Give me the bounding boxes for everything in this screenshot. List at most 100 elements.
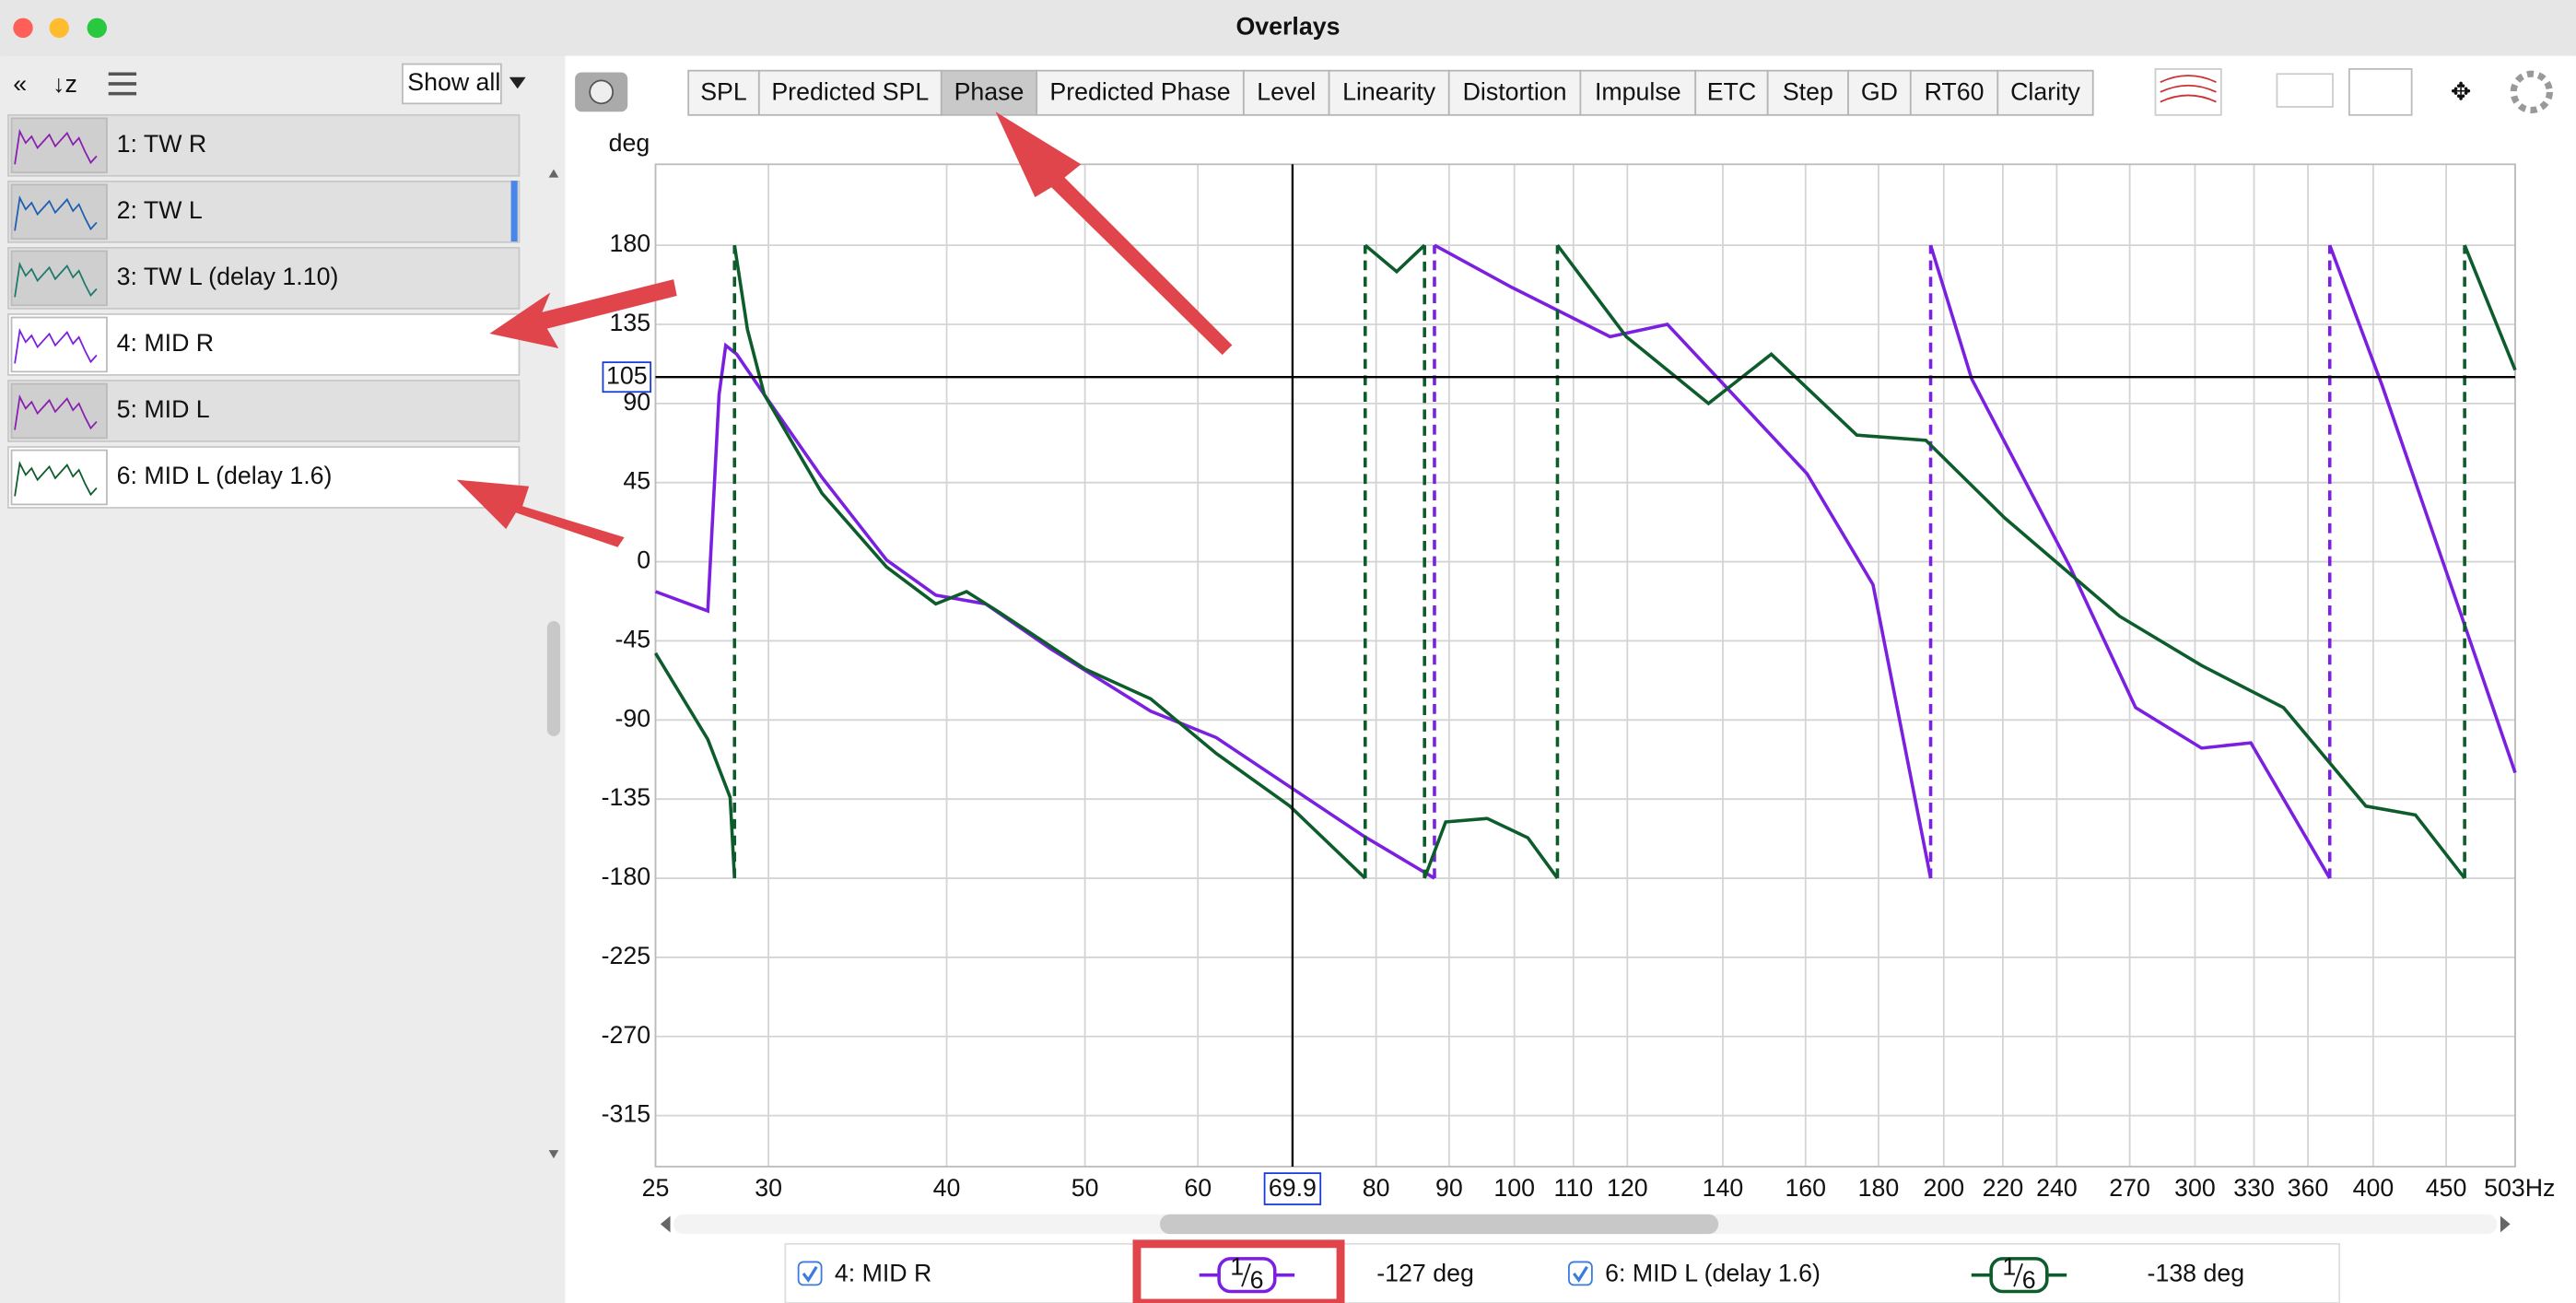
tab-label: Impulse	[1595, 78, 1681, 106]
tab-label: Level	[1257, 78, 1316, 106]
legend-label: 4: MID R	[835, 1260, 931, 1287]
legend-checkbox[interactable]	[797, 1261, 823, 1286]
cursor-y-box	[602, 361, 652, 393]
x-tick-label: 25	[642, 1174, 670, 1202]
item-label: 2: TW L	[117, 196, 203, 224]
tab[interactable]	[1996, 69, 2094, 116]
selection-marker	[510, 181, 518, 242]
zoom-icon[interactable]: ✥	[2451, 78, 2471, 106]
tab[interactable]	[757, 69, 943, 116]
layout-icon[interactable]	[2348, 67, 2413, 116]
traces-lines	[2160, 75, 2217, 103]
settings-icon[interactable]	[2510, 70, 2553, 114]
x-tick-label: 90	[1435, 1174, 1463, 1202]
tab[interactable]	[687, 69, 760, 116]
x-tick-label: 360	[2288, 1174, 2329, 1202]
x-tick-label: 50	[1071, 1174, 1099, 1202]
legend: 4: MID R 1 6 -127 deg 6: MID L (delay 1.6) 1 6…	[797, 1253, 2245, 1294]
series-line	[1556, 244, 2466, 880]
sidebar-scrollbar[interactable]	[546, 621, 561, 736]
highlight-box	[1132, 1239, 1345, 1303]
x-tick-label: 330	[2233, 1174, 2275, 1202]
x-tick-label: 110	[1553, 1174, 1593, 1202]
cursor-reading: -127 deg	[1376, 1260, 1474, 1287]
series-line	[1928, 244, 2332, 879]
arrow-sidebar-6	[456, 479, 625, 547]
x-tick-label: 450	[2426, 1174, 2467, 1202]
series-line	[732, 244, 1367, 880]
item-label: 3: TW L (delay 1.10)	[117, 263, 339, 290]
dropdown-arrow	[509, 76, 526, 89]
thumbnail-trace	[14, 194, 98, 231]
tab[interactable]	[1847, 69, 1912, 116]
item-thumbnail	[10, 449, 108, 506]
toolbar-icons: ✥	[2154, 67, 2553, 116]
checkmark	[802, 1265, 818, 1283]
tab[interactable]	[1694, 69, 1769, 116]
x-tick-label: 270	[2109, 1174, 2150, 1202]
tab-bar: SPL Predicted SPL Phase Predicted Phase Leve…	[687, 69, 2094, 116]
tab-label: Predicted SPL	[771, 78, 929, 106]
series-line	[653, 652, 737, 879]
minimize-button[interactable]	[49, 18, 69, 39]
item-label: 4: MID R	[117, 329, 214, 357]
y-tick-label: -135	[602, 783, 651, 811]
series-line	[1423, 816, 1559, 880]
series-line	[1364, 243, 1426, 275]
tab-label: Predicted Phase	[1049, 78, 1230, 106]
tab-label: SPL	[700, 78, 747, 106]
series-line	[1434, 243, 1933, 879]
y-tick-label: -45	[615, 626, 651, 653]
item-label: 1: TW R	[117, 130, 207, 158]
camera-lens	[589, 79, 615, 105]
item-thumbnail	[10, 183, 108, 241]
thumbnail-trace	[14, 261, 98, 298]
menu-icon[interactable]	[108, 72, 137, 96]
smoothing-den: 6	[2022, 1266, 2036, 1294]
smoothing-slash	[2013, 1262, 2023, 1287]
y-axis-label: deg	[609, 129, 650, 157]
y-tick-label: -90	[615, 704, 651, 732]
legend-checkbox[interactable]	[1568, 1261, 1593, 1286]
y-tick-label: 180	[610, 229, 651, 257]
cursor-y-label: 105	[606, 361, 648, 389]
y-tick-label: -180	[602, 863, 651, 890]
collapse-icon[interactable]: «	[13, 70, 27, 98]
x-tick-label: 160	[1785, 1174, 1826, 1202]
x-tick-label: 120	[1607, 1174, 1648, 1202]
tab[interactable]	[1036, 69, 1245, 116]
traces-icon[interactable]	[2154, 67, 2222, 116]
tab-label: Linearity	[1342, 78, 1436, 106]
smoothing-slash	[1241, 1262, 1251, 1287]
cursor-reading: -138 deg	[2148, 1260, 2245, 1287]
arrow-phase-tab	[995, 112, 1233, 356]
legend-label: 6: MID L (delay 1.6)	[1605, 1260, 1821, 1287]
tab[interactable]	[1579, 69, 1697, 116]
x-tick-label: 220	[1983, 1174, 2024, 1202]
zoom-button[interactable]	[87, 18, 107, 39]
y-tick-label: -225	[602, 942, 651, 969]
filter-dropdown[interactable]	[402, 63, 502, 105]
tab[interactable]	[940, 69, 1038, 116]
checkmark	[1572, 1265, 1588, 1283]
close-button[interactable]	[13, 18, 33, 39]
tab-label: ETC	[1707, 78, 1756, 106]
smoothing-num: 1	[2002, 1253, 2016, 1281]
arrow-sidebar-4	[489, 279, 677, 349]
limits-icon[interactable]	[2276, 73, 2334, 108]
smoothing-num: 1	[1230, 1253, 1244, 1281]
tab[interactable]	[1447, 69, 1582, 116]
sort-icon[interactable]: ↓z	[53, 70, 77, 98]
x-tick-label: 200	[1923, 1174, 1964, 1202]
h-scrollbar[interactable]	[1159, 1214, 1719, 1235]
tab-label: Step	[1783, 78, 1833, 106]
x-tick-label: 30	[755, 1174, 782, 1202]
sidebar-list: 1: TW R 2: TW L 3: TW L (delay 1.10) 4: MID…	[7, 113, 521, 509]
x-tick-label: 503Hz	[2484, 1174, 2555, 1202]
x-tick-label: 140	[1703, 1174, 1744, 1202]
legend-bar	[784, 1242, 2341, 1303]
thumbnail-trace	[14, 327, 98, 364]
item-thumbnail	[10, 316, 108, 373]
phase-chart: deg18013590450-45-90-135-180-225-270-315…	[602, 129, 2555, 1205]
